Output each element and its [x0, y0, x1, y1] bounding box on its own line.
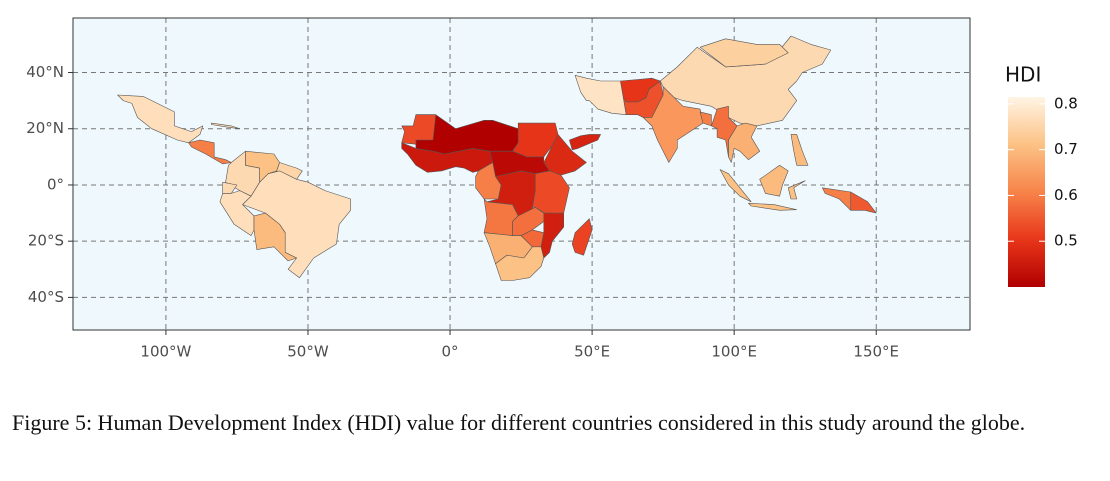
region — [540, 212, 565, 259]
region — [211, 122, 241, 129]
colorbar-tick-label: 0.8 — [1054, 94, 1078, 112]
map-figure: HDI 100°W 50°W 0° 50°E 100°E 150°E 40°S 20°S 0° 2… — [26, 17, 1078, 361]
region — [719, 169, 752, 203]
region — [253, 212, 297, 262]
region — [117, 94, 204, 144]
region — [787, 180, 806, 200]
region — [728, 122, 761, 163]
region — [401, 114, 437, 145]
x-tick-label: 0° — [442, 343, 459, 361]
y-tick-label: 0° — [47, 175, 64, 193]
caption: Figure 5: Human Development Index (HDI) … — [12, 410, 1026, 435]
colorbar-tick-label: 0.5 — [1054, 232, 1078, 250]
region — [748, 202, 798, 211]
region — [623, 80, 664, 118]
y-tick-label: 40°S — [28, 288, 64, 306]
panel-border — [72, 17, 971, 331]
region — [821, 187, 852, 211]
colorbar-tick-label: 0.6 — [1054, 186, 1078, 204]
region — [571, 218, 593, 256]
colorbar — [1008, 97, 1045, 287]
x-tick-label: 50°E — [574, 343, 610, 361]
region — [188, 139, 232, 165]
region — [495, 246, 545, 281]
region — [759, 165, 789, 197]
x-tick-label: 50°W — [287, 343, 329, 361]
x-tick-label: 150°E — [853, 343, 899, 361]
y-tick-label: 20°N — [26, 119, 64, 137]
legend-title: HDI — [1005, 63, 1041, 87]
region — [520, 229, 545, 248]
region — [699, 38, 789, 68]
y-tick-label: 20°S — [28, 232, 64, 250]
colorbar-tick-label: 0.7 — [1054, 140, 1078, 158]
y-tick-label: 40°N — [26, 63, 64, 81]
region — [574, 75, 627, 115]
region — [790, 134, 809, 166]
region — [512, 122, 559, 158]
x-tick-label: 100°W — [140, 343, 191, 361]
x-tick-label: 100°E — [711, 343, 757, 361]
region — [569, 134, 601, 151]
